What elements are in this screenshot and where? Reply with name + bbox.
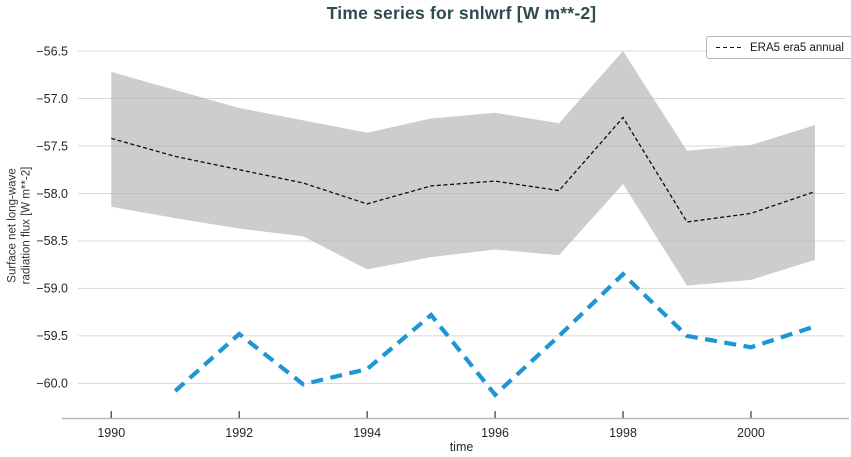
y-tick-label: −60.0 — [36, 377, 68, 391]
y-axis-label-line1: Surface net long-wave — [6, 168, 19, 283]
x-tick-label: 1992 — [225, 426, 253, 440]
era5-annual-line — [111, 116, 816, 223]
x-tick-label: 1998 — [609, 426, 637, 440]
chart-title: Time series for snlwrf [W m**-2] — [326, 3, 597, 23]
legend-label: ERA5 era5 annual — [750, 41, 844, 54]
y-tick-label: −56.5 — [36, 44, 68, 58]
y-tick-label: −58.5 — [36, 234, 68, 248]
confidence-band — [111, 51, 815, 286]
x-tick-label: 1990 — [97, 426, 125, 440]
y-tick-label: −57.0 — [36, 92, 68, 106]
y-tick-label: −58.0 — [36, 187, 68, 201]
y-tick-label: −59.0 — [36, 282, 68, 296]
y-axis-label: Surface net long-wave radiation flux [W … — [7, 66, 34, 386]
y-tick-label: −57.5 — [36, 139, 68, 153]
x-tick-label: 1996 — [481, 426, 509, 440]
legend: ERA5 era5 annual — [706, 36, 851, 59]
x-tick-label: 2000 — [737, 426, 765, 440]
x-axis-label: time — [449, 440, 474, 454]
x-tick-label: 1994 — [353, 426, 381, 440]
blue-series-line — [173, 271, 816, 398]
y-axis-label-line2: radiation flux [W m**-2] — [20, 166, 32, 285]
y-tick-label: −59.5 — [36, 329, 68, 343]
legend-dashed-line-icon — [716, 46, 742, 49]
